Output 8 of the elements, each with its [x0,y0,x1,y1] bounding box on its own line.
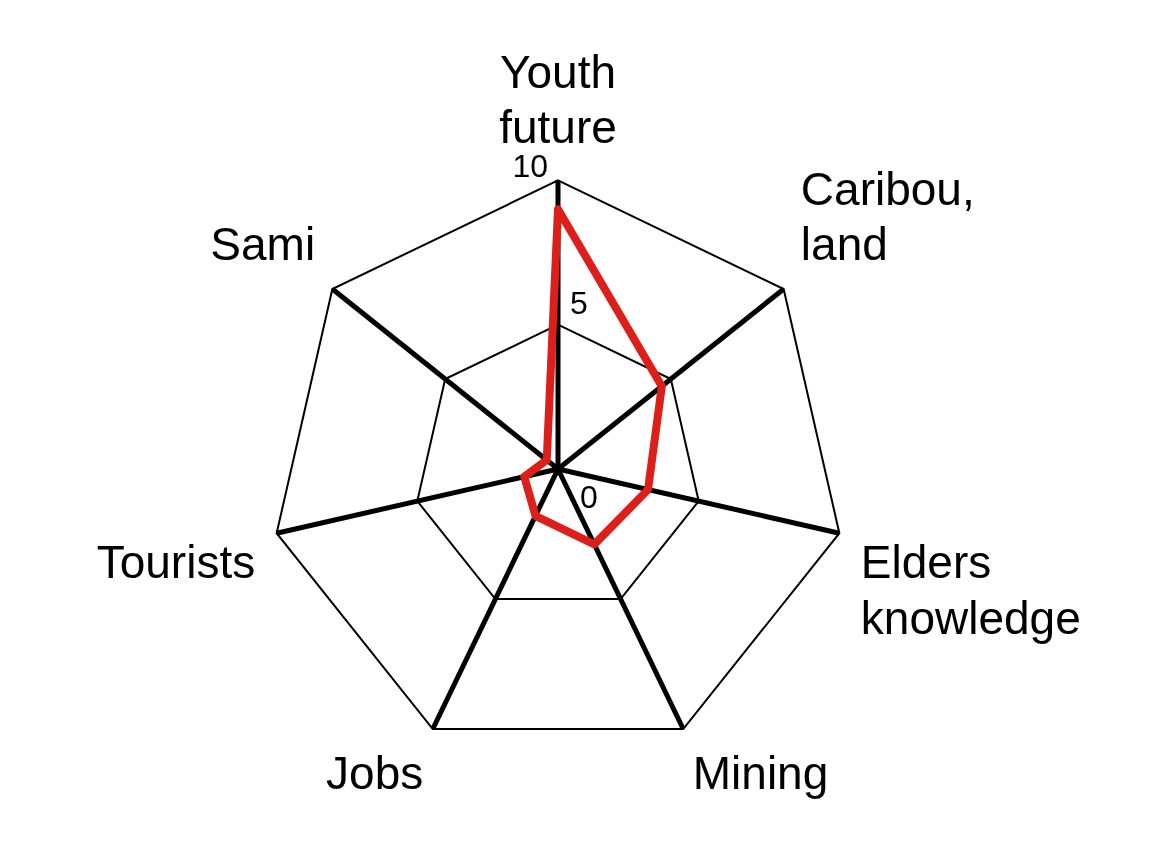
spoke-label: Tourists [96,536,256,589]
spoke-label: Caribou, land [800,163,975,271]
y-tick-label: 5 [570,284,588,321]
spoke-label: Mining [692,747,829,800]
spoke-label: Sami [210,218,316,271]
spoke-label: Elders knowledge [860,536,1081,644]
y-tick-label: 0 [580,478,598,515]
spoke-label: Jobs [326,747,424,800]
